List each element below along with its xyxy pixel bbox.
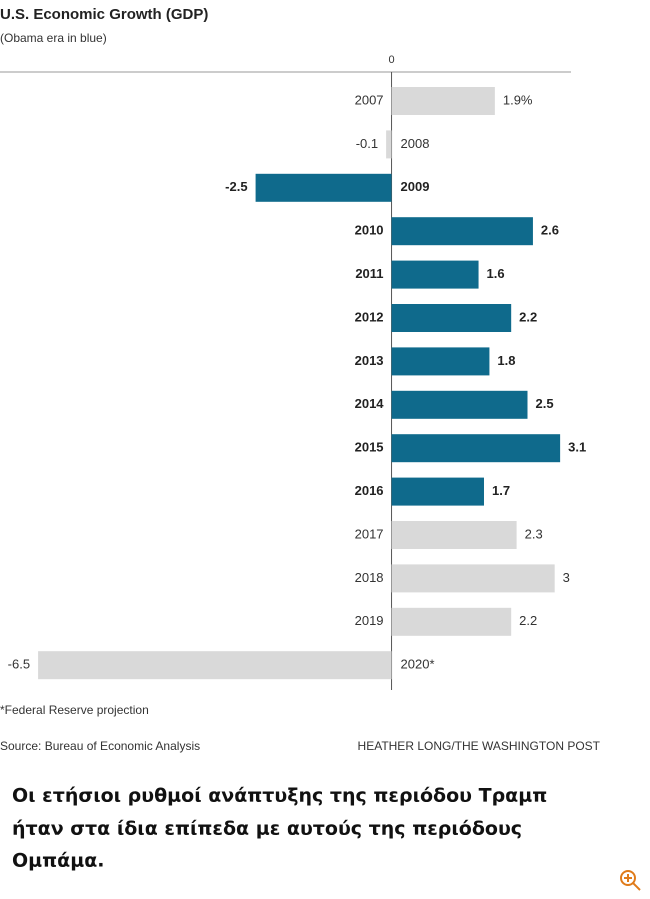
bar [391,434,561,463]
category-label: 2007 [355,92,384,107]
category-label: 2014 [355,396,385,411]
value-label: -2.5 [225,179,247,194]
value-label: 2.6 [541,223,559,238]
bar [391,390,528,419]
chart-title: U.S. Economic Growth (GDP) [0,6,208,23]
value-label: -0.1 [356,136,378,151]
category-label: 2020* [401,657,435,672]
caption-line: Ομπάμα. [12,850,104,872]
category-label: 2013 [355,353,384,368]
value-label: 3.1 [568,440,586,455]
bar [386,130,392,159]
source: Source: Bureau of Economic Analysis [0,739,200,753]
bar [391,87,495,115]
category-label: 2018 [355,570,384,585]
zoom-icon[interactable] [620,870,641,891]
value-label: 2.2 [519,309,537,324]
bar [38,651,392,680]
value-label: 1.8 [497,353,515,368]
bar [391,304,512,332]
value-label: 1.9% [503,92,533,107]
category-label: 2011 [355,266,383,281]
category-label: 2017 [355,526,384,541]
caption-line: ήταν στα ίδια επίπεδα με αυτούς της περι… [12,818,522,840]
value-label: 1.6 [487,266,505,281]
category-label: 2019 [355,613,384,628]
category-label: 2012 [355,309,384,324]
bar [391,260,479,289]
category-label: 2009 [401,179,430,194]
x-tick-label: 0 [388,54,394,66]
footnote: *Federal Reserve projection [0,703,149,717]
category-label: 2015 [355,440,384,455]
category-label: 2016 [355,483,384,498]
bar [391,477,484,506]
value-label: 2.5 [535,396,553,411]
bar [391,217,533,246]
value-label: 3 [563,570,570,585]
credit: HEATHER LONG/THE WASHINGTON POST [358,739,601,753]
category-label: 2008 [401,136,430,151]
value-label: 2.2 [519,613,537,628]
bar [255,173,392,202]
caption-line: Οι ετήσιοι ρυθμοί ανάπτυξης της περιόδου… [12,785,547,807]
chart-subtitle: (Obama era in blue) [0,31,107,45]
bar [391,347,490,376]
bar [391,607,512,636]
value-label: 1.7 [492,483,510,498]
value-label: 2.3 [525,526,543,541]
bar [391,521,517,549]
value-label: -6.5 [8,657,30,672]
bar [391,564,555,593]
category-label: 2010 [355,223,384,238]
